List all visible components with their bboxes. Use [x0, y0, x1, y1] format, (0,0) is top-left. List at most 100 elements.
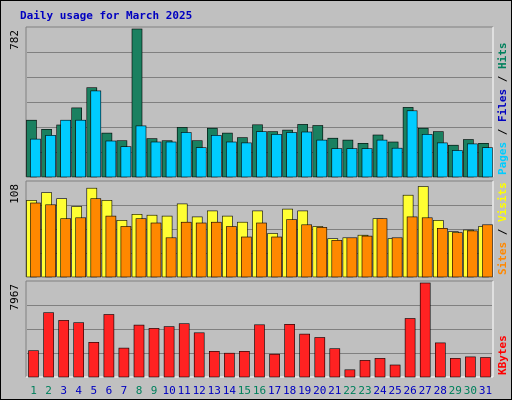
- bar-pages-day-3: [60, 119, 72, 178]
- x-tick-label-day-31: 31: [479, 384, 492, 397]
- bar-pages-day-21: [331, 148, 343, 178]
- bar-sites-day-14: [226, 226, 237, 278]
- bar-pages-day-30: [467, 143, 478, 178]
- bar-kbytes-day-14: [224, 352, 235, 378]
- bar-kbytes-day-16: [254, 324, 265, 378]
- bar-kbytes-day-9: [148, 328, 160, 378]
- x-tick-label-day-7: 7: [121, 384, 128, 397]
- bar-pages-day-19: [301, 131, 313, 178]
- bar-pages-day-29: [451, 150, 463, 178]
- bar-sites-day-26: [406, 216, 418, 278]
- bar-sites-day-30: [467, 230, 478, 278]
- bar-sites-day-23: [361, 235, 373, 278]
- bar-pages-day-15: [241, 142, 252, 178]
- bar-kbytes-day-25: [389, 364, 401, 378]
- bar-pages-day-14: [226, 141, 237, 178]
- visits-sites-ymax-label: 108: [8, 184, 21, 204]
- bar-kbytes-day-19: [299, 333, 311, 378]
- legend-label-part: /: [496, 222, 509, 242]
- bar-kbytes-day-28: [434, 342, 446, 378]
- x-tick-label-day-21: 21: [328, 384, 341, 397]
- legend-label-part: KBytes: [496, 335, 509, 375]
- bar-kbytes-day-20: [314, 337, 326, 378]
- bar-pages-day-28: [436, 142, 448, 178]
- x-tick-label-day-16: 16: [253, 384, 266, 397]
- bar-pages-day-5: [90, 90, 102, 178]
- bar-kbytes-day-21: [329, 348, 341, 378]
- x-tick-label-day-2: 2: [45, 384, 52, 397]
- legend-label-part: Visits: [496, 182, 509, 222]
- bar-kbytes-day-31: [480, 357, 491, 378]
- bar-sites-day-24: [376, 218, 388, 278]
- bar-pages-day-22: [346, 148, 358, 178]
- bar-pages-day-2: [45, 135, 56, 178]
- bar-pages-day-31: [482, 147, 493, 178]
- bar-kbytes-day-1: [28, 350, 39, 378]
- x-tick-label-day-5: 5: [90, 384, 97, 397]
- bar-sites-day-29: [451, 232, 463, 278]
- bar-kbytes-day-26: [404, 318, 416, 378]
- bar-kbytes-day-22: [344, 369, 356, 378]
- x-tick-label-day-10: 10: [162, 384, 175, 397]
- x-tick-label-day-11: 11: [178, 384, 191, 397]
- bar-sites-day-6: [105, 215, 117, 278]
- bar-kbytes-day-17: [269, 353, 280, 378]
- bar-pages-day-20: [316, 139, 328, 178]
- bar-pages-day-10: [165, 141, 177, 178]
- x-tick-label-day-3: 3: [60, 384, 67, 397]
- bar-kbytes-day-7: [118, 347, 130, 378]
- x-tick-label-day-20: 20: [313, 384, 326, 397]
- bar-sites-day-20: [316, 227, 328, 278]
- bar-sites-day-13: [211, 221, 222, 278]
- bar-pages-day-27: [421, 134, 433, 178]
- bar-pages-day-23: [361, 148, 373, 178]
- x-tick-label-day-13: 13: [208, 384, 221, 397]
- bar-pages-day-9: [150, 141, 162, 178]
- bar-sites-day-22: [346, 237, 358, 278]
- chart-title: Daily usage for March 2025: [20, 9, 193, 22]
- bar-sites-day-16: [256, 222, 267, 278]
- bar-sites-day-10: [165, 237, 177, 278]
- x-tick-label-day-25: 25: [388, 384, 401, 397]
- x-tick-label-day-26: 26: [403, 384, 416, 397]
- bar-sites-day-28: [436, 228, 448, 278]
- bar-sites-day-3: [60, 218, 72, 278]
- bar-pages-day-1: [30, 138, 41, 178]
- bar-kbytes-day-2: [43, 312, 54, 378]
- x-tick-label-day-28: 28: [434, 384, 447, 397]
- bar-sites-day-17: [271, 236, 282, 278]
- x-tick-label-day-23: 23: [358, 384, 371, 397]
- bar-pages-day-16: [256, 131, 267, 178]
- bar-sites-day-1: [30, 202, 41, 278]
- x-tick-label-day-4: 4: [75, 384, 82, 397]
- legend-label-part: Pages: [496, 142, 509, 175]
- visits-sites-legend-label: Sites / Visits: [496, 182, 509, 275]
- bar-kbytes-day-4: [73, 322, 84, 378]
- bar-pages-day-6: [105, 140, 117, 178]
- x-tick-label-day-29: 29: [449, 384, 462, 397]
- hits-files-pages-ymax-label: 782: [8, 30, 21, 50]
- x-tick-label-day-18: 18: [283, 384, 296, 397]
- x-tick-label-day-27: 27: [419, 384, 432, 397]
- bar-sites-day-25: [391, 237, 403, 278]
- kbytes-ymax-label: 7967: [8, 284, 21, 311]
- bar-sites-day-19: [301, 224, 313, 278]
- bar-pages-day-7: [120, 146, 132, 178]
- kbytes-legend-label: KBytes: [496, 335, 509, 375]
- bar-kbytes-day-5: [88, 341, 100, 378]
- x-tick-label-day-24: 24: [373, 384, 387, 397]
- bar-kbytes-day-12: [193, 332, 205, 378]
- x-tick-label-day-12: 12: [193, 384, 206, 397]
- bar-sites-day-4: [75, 217, 86, 278]
- bar-pages-day-25: [391, 147, 403, 178]
- bar-pages-day-17: [271, 134, 282, 178]
- bar-sites-day-5: [90, 198, 102, 278]
- bar-kbytes-day-30: [465, 356, 476, 378]
- bar-sites-day-15: [241, 236, 252, 278]
- x-tick-label-day-15: 15: [238, 384, 251, 397]
- bar-kbytes-day-6: [103, 314, 115, 378]
- bar-kbytes-day-3: [58, 320, 70, 378]
- bar-kbytes-day-8: [133, 324, 145, 378]
- legend-label-part: /: [496, 69, 509, 89]
